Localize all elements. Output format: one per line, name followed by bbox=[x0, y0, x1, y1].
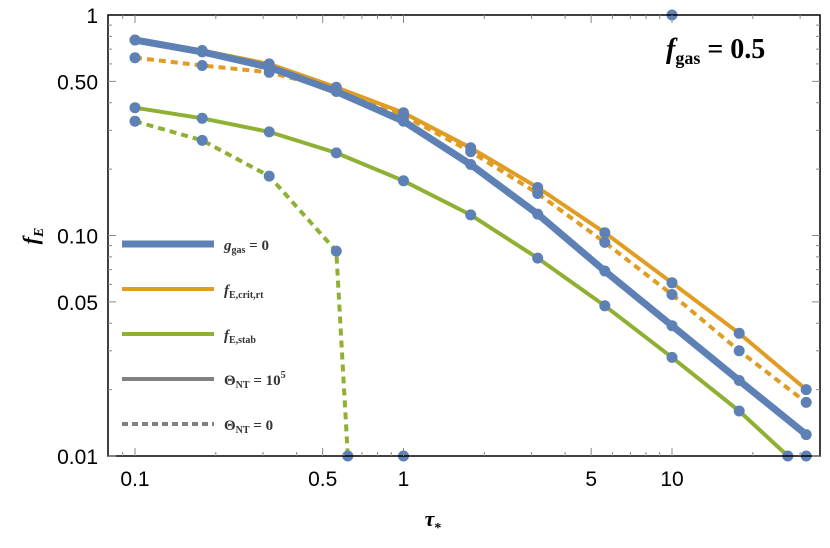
legend-label: fE,stab bbox=[224, 328, 256, 346]
data-point bbox=[800, 384, 812, 396]
axis-labels: τ* fE fgas = 0.5 bbox=[18, 34, 765, 536]
data-point bbox=[666, 320, 678, 332]
data-point bbox=[330, 147, 342, 159]
x-tick-label: 0.1 bbox=[120, 468, 149, 491]
x-tick-label: 1 bbox=[398, 468, 410, 491]
data-point bbox=[129, 115, 141, 127]
y-tick-label: 0.50 bbox=[57, 71, 98, 94]
data-point bbox=[196, 46, 208, 58]
y-axis-label: fE bbox=[18, 228, 47, 245]
data-point bbox=[398, 115, 409, 127]
data-point bbox=[263, 126, 275, 138]
data-point bbox=[263, 170, 275, 182]
x-tick-label: 0.5 bbox=[308, 468, 337, 491]
data-point bbox=[599, 265, 611, 277]
data-point bbox=[599, 236, 611, 248]
data-point bbox=[599, 227, 611, 239]
y-tick-label: 0.05 bbox=[57, 292, 98, 315]
marker-layer bbox=[129, 9, 812, 462]
legend: ggas = 0 fE,crit,rt fE,stab ΘNT = 105 ΘNT = … bbox=[122, 238, 286, 436]
data-point bbox=[196, 60, 208, 71]
data-point bbox=[330, 86, 342, 97]
data-point bbox=[465, 146, 477, 158]
y-tick-label: 0.10 bbox=[57, 226, 98, 249]
data-point bbox=[800, 429, 812, 441]
data-point bbox=[666, 277, 678, 289]
data-point bbox=[800, 396, 812, 408]
data-point bbox=[532, 208, 544, 220]
data-point bbox=[398, 175, 409, 187]
annotation-fgas: fgas = 0.5 bbox=[666, 34, 765, 68]
legend-label: ΘNT = 105 bbox=[224, 370, 286, 391]
legend-label: fE,crit,rt bbox=[224, 283, 264, 301]
data-point bbox=[465, 159, 477, 170]
data-point bbox=[196, 112, 208, 124]
data-point bbox=[129, 102, 141, 114]
data-point bbox=[129, 52, 141, 64]
data-point bbox=[666, 289, 678, 300]
legend-label: ΘNT = 0 bbox=[224, 418, 273, 436]
data-point bbox=[733, 405, 745, 417]
axis-ticks: 0.1 0.5 1 5 10 0.01 0.05 0.10 0.50 1 bbox=[57, 5, 820, 491]
y-tick-label: 0.01 bbox=[57, 446, 98, 469]
data-point bbox=[532, 188, 544, 199]
y-tick-label: 1 bbox=[86, 5, 98, 28]
x-tick-label: 10 bbox=[660, 468, 683, 491]
data-point bbox=[733, 345, 745, 357]
data-point bbox=[330, 245, 342, 257]
x-tick-label: 5 bbox=[585, 468, 597, 491]
data-point bbox=[666, 351, 678, 363]
data-point bbox=[532, 252, 544, 264]
data-point bbox=[599, 300, 611, 312]
data-point bbox=[465, 209, 477, 221]
x-axis-label: τ* bbox=[425, 506, 442, 536]
data-point bbox=[263, 61, 275, 73]
data-point bbox=[733, 375, 745, 386]
data-point bbox=[733, 327, 745, 339]
data-point bbox=[196, 134, 208, 146]
data-point bbox=[129, 34, 141, 46]
series-line-2 bbox=[134, 36, 809, 438]
legend-label: ggas = 0 bbox=[223, 238, 269, 256]
